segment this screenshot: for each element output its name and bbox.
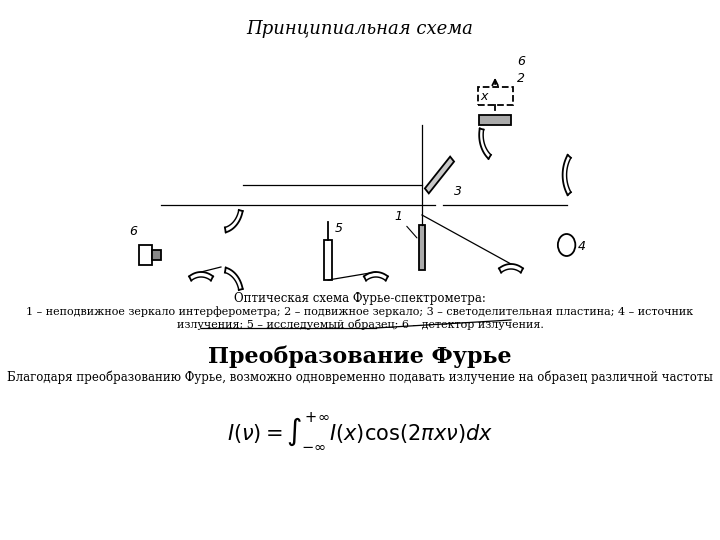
Text: Благодаря преобразованию Фурье, возможно одновременно подавать излучение на обра: Благодаря преобразованию Фурье, возможно… (7, 370, 713, 383)
Bar (419, 225, 425, 270)
Text: x: x (481, 90, 488, 103)
Text: 3: 3 (454, 185, 462, 198)
Text: 6: 6 (130, 225, 138, 238)
Text: 6: 6 (518, 55, 526, 68)
Bar (324, 240, 332, 280)
Text: 2: 2 (518, 72, 526, 85)
Text: 1: 1 (394, 210, 417, 238)
Bar (152, 250, 161, 260)
Text: 4: 4 (577, 240, 586, 253)
Bar (480, 115, 511, 125)
Text: Преобразование Фурье: Преобразование Фурье (208, 345, 512, 368)
Bar (139, 245, 152, 265)
Text: Принципиальная схема: Принципиальная схема (246, 20, 474, 38)
Bar (477, 87, 513, 105)
Text: $I(\nu) = \int_{-\infty}^{+\infty} I(x)\cos(2\pi x\nu)dx$: $I(\nu) = \int_{-\infty}^{+\infty} I(x)\… (227, 410, 493, 451)
Polygon shape (425, 157, 454, 193)
Text: 5: 5 (335, 222, 343, 235)
Text: Оптическая схема Фурье-спектрометра:: Оптическая схема Фурье-спектрометра: (234, 292, 486, 305)
Text: 1 – неподвижное зеркало интерферометра; 2 – подвижное зеркало; 3 – светоделитель: 1 – неподвижное зеркало интерферометра; … (27, 306, 693, 329)
